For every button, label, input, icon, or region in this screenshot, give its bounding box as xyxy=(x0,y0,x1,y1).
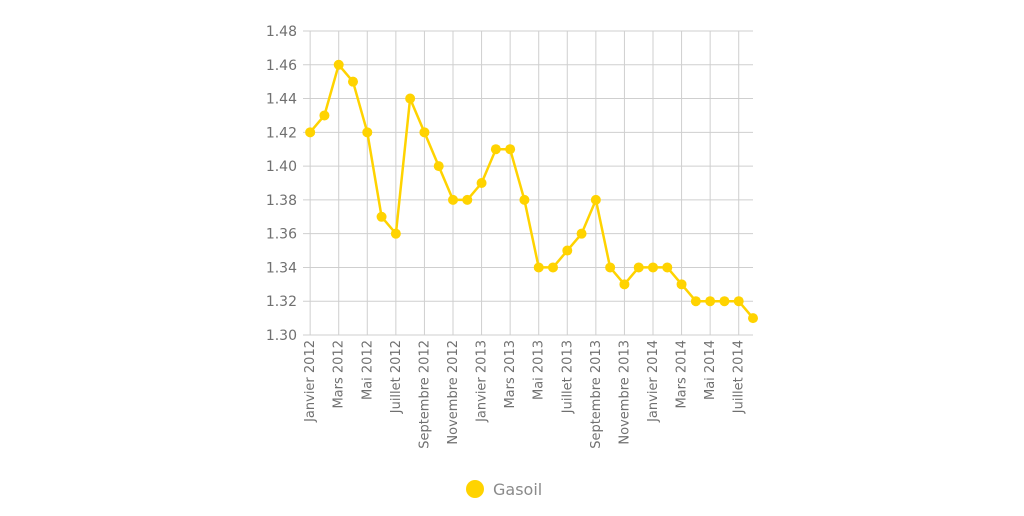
data-point xyxy=(333,59,344,70)
data-point xyxy=(619,279,630,290)
y-tick-label: 1.32 xyxy=(266,294,297,310)
x-tick-label: Mars 2012 xyxy=(332,340,347,409)
data-point xyxy=(433,161,444,172)
x-tick-label: Novembre 2012 xyxy=(446,340,461,445)
data-point xyxy=(590,194,601,205)
x-axis: Janvier 2012 Mars 2012 Mai 2012 Juillet 201… xyxy=(303,340,747,449)
data-point xyxy=(576,228,587,239)
data-point xyxy=(319,110,330,121)
y-tick-label: 1.40 xyxy=(266,159,297,175)
data-point xyxy=(605,262,616,273)
x-tick-label: Mars 2014 xyxy=(675,340,690,409)
data-point xyxy=(462,194,473,205)
y-tick-label: 1.48 xyxy=(266,24,297,40)
data-point xyxy=(676,279,687,290)
data-point xyxy=(376,211,387,222)
data-point xyxy=(390,228,401,239)
y-tick-label: 1.34 xyxy=(266,260,297,276)
x-tick-label: Septembre 2012 xyxy=(417,340,432,449)
data-point xyxy=(648,262,658,273)
x-tick-label: Juillet 2014 xyxy=(732,340,747,414)
x-tick-label: Janvier 2013 xyxy=(475,340,490,423)
x-tick-label: Mai 2012 xyxy=(360,340,375,400)
data-point xyxy=(562,245,573,256)
x-tick-label: Novembre 2013 xyxy=(617,340,632,445)
data-point xyxy=(419,127,430,138)
y-tick-label: 1.30 xyxy=(266,328,297,344)
y-axis: 1.30 1.32 1.34 1.36 1.38 1.40 1.42 1.44 1.46 1.48 xyxy=(266,24,297,344)
data-point xyxy=(719,296,730,307)
data-point xyxy=(448,194,458,205)
data-point xyxy=(405,93,416,104)
data-point xyxy=(662,262,673,273)
data-point xyxy=(733,296,744,307)
y-tick-label: 1.44 xyxy=(266,92,297,108)
series-line-gasoil xyxy=(309,63,754,319)
x-tick-label: Janvier 2012 xyxy=(303,340,318,423)
data-point xyxy=(305,127,316,138)
x-tick-label: Janvier 2014 xyxy=(646,340,661,423)
y-tick-label: 1.38 xyxy=(266,193,297,209)
y-tick-label: 1.42 xyxy=(266,125,297,141)
data-point xyxy=(348,76,358,87)
y-tick-label: 1.46 xyxy=(266,58,297,74)
data-point xyxy=(505,144,516,155)
data-point xyxy=(633,262,644,273)
data-point xyxy=(548,262,558,273)
x-tick-label: Mai 2014 xyxy=(703,340,718,400)
data-point xyxy=(748,313,758,324)
y-tick-label: 1.36 xyxy=(266,227,297,243)
data-point xyxy=(533,262,544,273)
data-point xyxy=(490,144,501,155)
legend: Gasoil xyxy=(466,478,542,500)
x-tick-label: Septembre 2013 xyxy=(589,340,604,449)
series-gasoil xyxy=(305,59,758,324)
x-tick-label: Juillet 2012 xyxy=(389,340,404,414)
x-tick-label: Mars 2013 xyxy=(503,340,518,409)
x-tick-label: Juillet 2013 xyxy=(560,340,575,414)
x-tick-label: Mai 2013 xyxy=(532,340,547,400)
data-point xyxy=(705,296,716,307)
data-point xyxy=(476,178,487,188)
data-point xyxy=(690,296,701,307)
legend-label-gasoil: Gasoil xyxy=(493,479,543,499)
data-point xyxy=(362,127,373,138)
data-point xyxy=(519,194,530,205)
legend-swatch-gasoil xyxy=(466,480,484,498)
